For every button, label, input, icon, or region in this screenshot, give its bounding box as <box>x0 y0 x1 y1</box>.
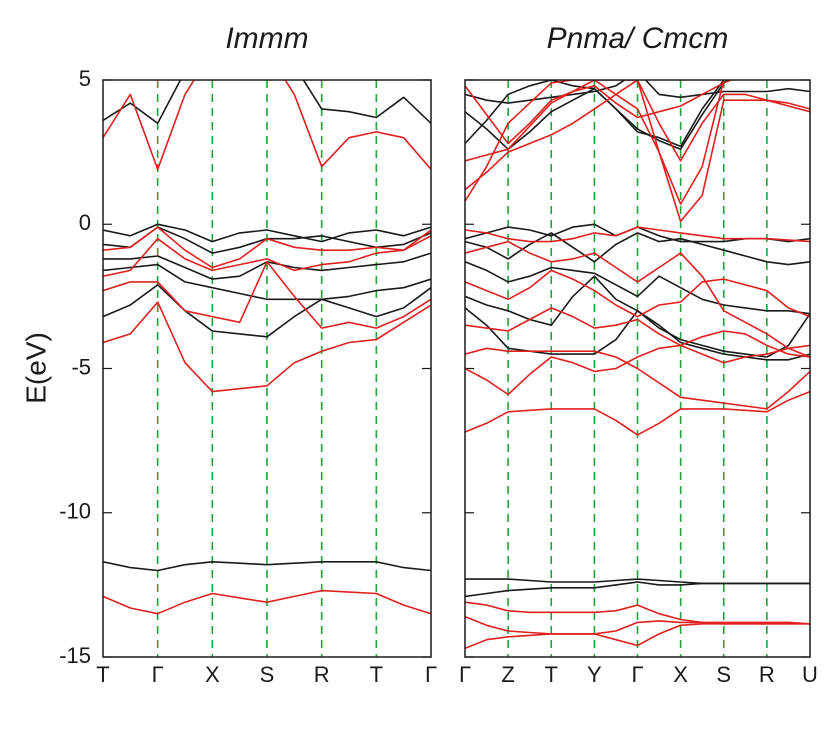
x-tick-label: Γ <box>631 662 643 687</box>
panel-title: Pnma/ Cmcm <box>547 22 729 55</box>
plot-frame <box>102 79 432 658</box>
band-line <box>465 226 810 243</box>
band-line <box>103 284 431 338</box>
y-tick-label: -10 <box>59 499 91 524</box>
band-line <box>103 261 431 329</box>
x-tick-label: U <box>802 662 818 687</box>
band-line <box>103 80 431 171</box>
band-line <box>465 80 810 223</box>
band-line <box>103 561 431 572</box>
x-tick-label: Y <box>587 662 602 687</box>
band-line <box>465 615 810 635</box>
band-line <box>103 80 431 125</box>
x-tick-label: S <box>716 662 731 687</box>
x-tick-label: R <box>759 662 775 687</box>
band-line <box>103 223 431 243</box>
x-tick-label: X <box>205 662 220 687</box>
bands <box>103 80 431 615</box>
y-tick-label: 5 <box>79 66 91 91</box>
band-line <box>465 269 810 318</box>
x-tick-label: Γ <box>425 662 437 687</box>
x-tick-label: T <box>545 662 558 687</box>
x-tick-label: T <box>96 662 109 687</box>
x-tick-label: Γ <box>459 662 471 687</box>
x-tick-label: X <box>673 662 688 687</box>
band-line <box>465 347 810 410</box>
band-line <box>465 307 810 361</box>
x-tick-label: S <box>260 662 275 687</box>
panel-title: Immm <box>225 22 308 55</box>
band-line <box>465 623 810 650</box>
band-line <box>103 301 431 393</box>
y-tick-label: -15 <box>59 643 91 668</box>
band-line <box>465 390 810 436</box>
y-tick-label: -5 <box>71 354 91 379</box>
x-tick-label: T <box>370 662 383 687</box>
x-tick-label: Γ <box>152 662 164 687</box>
band-line <box>465 80 810 104</box>
band-line <box>465 80 729 150</box>
y-tick-label: 0 <box>79 210 91 235</box>
band-line <box>103 263 431 301</box>
band-line <box>465 80 810 162</box>
band-line <box>465 261 810 315</box>
band-line <box>465 80 726 205</box>
plot-frame <box>464 79 811 658</box>
band-line <box>465 240 810 358</box>
x-tick-label: R <box>314 662 330 687</box>
y-axis-label: E(eV) <box>20 332 51 404</box>
band-line <box>103 226 431 269</box>
band-line <box>465 581 810 598</box>
band-line <box>465 344 810 396</box>
band-line <box>465 80 726 148</box>
band-line <box>465 307 810 358</box>
band-line <box>103 235 431 277</box>
band-line <box>103 589 431 615</box>
x-tick-label: Z <box>501 662 514 687</box>
band-line <box>465 80 734 145</box>
bands <box>465 80 810 650</box>
